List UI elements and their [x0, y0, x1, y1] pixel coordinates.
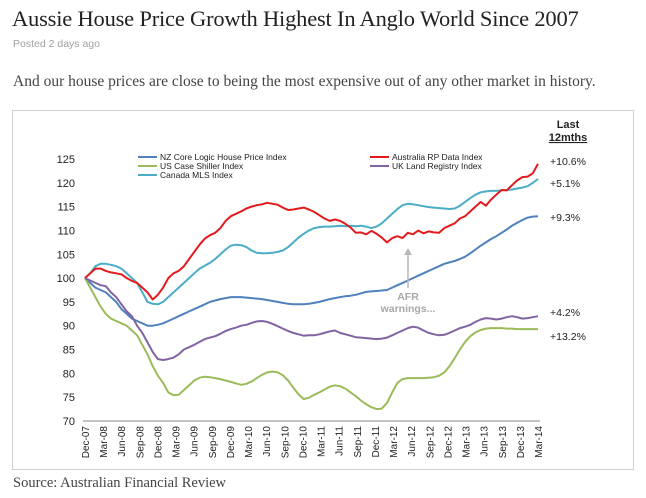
x-tick-label: Jun-13 [480, 426, 491, 457]
last12-header-line2: 12mths [549, 132, 588, 144]
x-tick-label: Sep-08 [135, 426, 146, 459]
x-tick-label: Sep-12 [425, 426, 436, 459]
x-tick-label: Sep-13 [498, 426, 509, 459]
afr-arrow-head [404, 248, 412, 255]
x-tick-label: Mar-12 [389, 426, 400, 458]
x-tick-label: Dec-07 [81, 426, 92, 459]
y-tick-label: 105 [57, 249, 75, 261]
legend-label-australia: Australia RP Data Index [392, 152, 483, 162]
last12-change-label: +9.3% [550, 212, 580, 224]
legend-label-uk: UK Land Registry Index [392, 161, 483, 171]
x-tick-label: Sep-11 [353, 426, 364, 458]
x-tick-label: Sep-09 [208, 426, 219, 459]
y-tick-label: 110 [57, 225, 75, 237]
last12-change-label: +4.2% [550, 307, 580, 319]
article-subtitle: And our house prices are close to being … [13, 73, 596, 90]
x-tick-label: Jun-08 [117, 426, 128, 457]
x-tick-label: Mar-11 [317, 426, 328, 457]
house-price-chart: 70 75 80 85 90 95 100 105 110 115 120 125 Dec-07 Mar-… [57, 119, 588, 459]
y-tick-label: 70 [63, 416, 75, 428]
afr-annotation-line1: AFR [397, 291, 419, 303]
x-tick-label: Jun-10 [262, 426, 273, 457]
y-tick-label: 115 [57, 202, 75, 214]
x-tick-label: Jun-11 [335, 426, 346, 456]
y-tick-label: 100 [57, 273, 75, 285]
series-line-nz [84, 215, 539, 327]
posted-timestamp: Posted 2 days ago [13, 38, 100, 50]
last12-change-label: +5.1% [550, 178, 580, 190]
series-line-us [84, 277, 538, 411]
y-tick-label: 80 [63, 368, 75, 380]
x-tick-label: Dec-08 [153, 426, 164, 459]
x-tick-label: Dec-12 [443, 426, 454, 459]
afr-annotation-line2: warnings... [380, 303, 436, 315]
article-title: Aussie House Price Growth Highest In Ang… [12, 6, 579, 31]
y-tick-label: 120 [57, 178, 75, 190]
x-tick-label: Mar-14 [534, 426, 545, 458]
y-tick-label: 125 [57, 154, 75, 166]
series-line-canada [84, 178, 539, 306]
legend-label-us: US Case Shiller Index [160, 161, 244, 171]
last12-header-line1: Last [557, 119, 580, 131]
x-tick-label: Mar-08 [99, 426, 110, 458]
x-tick-label: Dec-09 [226, 426, 237, 459]
x-tick-label: Mar-10 [244, 426, 255, 458]
y-tick-label: 95 [63, 297, 75, 309]
series-line-uk [84, 277, 539, 361]
last12-change-label: +13.2% [550, 331, 586, 343]
y-tick-label: 90 [63, 321, 75, 333]
y-tick-label: 75 [63, 392, 75, 404]
x-tick-label: Jun-09 [190, 426, 201, 457]
chart-frame: 70 75 80 85 90 95 100 105 110 115 120 125 Dec-07 Mar-… [12, 110, 634, 470]
x-tick-label: Dec-13 [516, 426, 527, 459]
chart-source: Source: Australian Financial Review [13, 475, 227, 491]
x-tick-label: Sep-10 [280, 426, 291, 459]
legend-label-canada: Canada MLS Index [160, 170, 234, 180]
last12-change-label: +10.6% [550, 156, 586, 168]
legend-label-nz: NZ Core Logic House Price Index [160, 152, 287, 162]
x-tick-label: Mar-09 [172, 426, 183, 458]
x-tick-label: Dec-11 [371, 426, 382, 458]
x-tick-label: Dec-10 [298, 426, 309, 459]
y-tick-label: 85 [63, 345, 75, 357]
x-tick-label: Jun-12 [407, 426, 418, 457]
series-line-australia [84, 163, 539, 301]
x-tick-label: Mar-13 [462, 426, 473, 458]
